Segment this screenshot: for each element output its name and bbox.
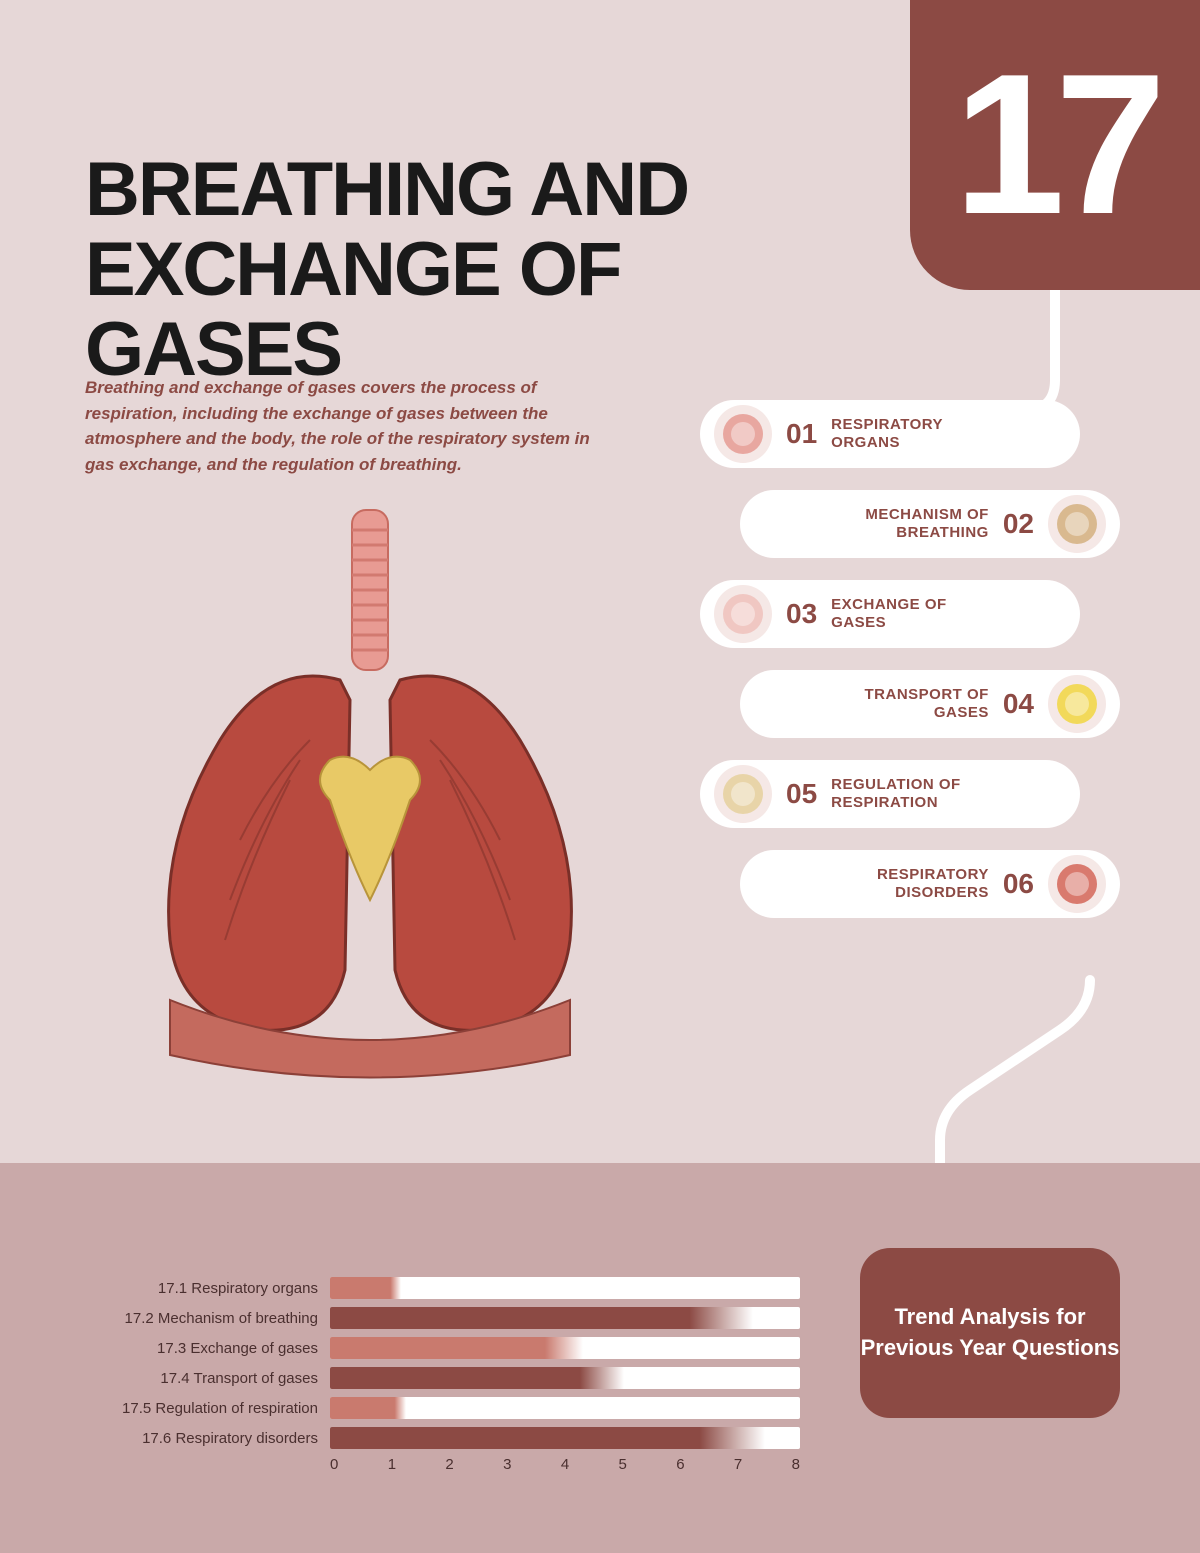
- topic-icon: [714, 765, 772, 823]
- topic-row: 02 MECHANISM OFBREATHING: [740, 490, 1120, 558]
- trend-chart: 17.1 Respiratory organs 17.2 Mechanism of…: [80, 1274, 800, 1473]
- chart-row: 17.4 Transport of gases: [80, 1364, 800, 1392]
- topic-label: EXCHANGE OFGASES: [831, 596, 947, 632]
- topic-number: 03: [786, 598, 817, 630]
- chart-tick: 5: [619, 1456, 627, 1473]
- chapter-number: 17: [954, 30, 1156, 260]
- chart-tick: 8: [792, 1456, 800, 1473]
- intro-text: Breathing and exchange of gases covers t…: [85, 375, 605, 477]
- topic-row: 06 RESPIRATORYDISORDERS: [740, 850, 1120, 918]
- chapter-badge: 17: [910, 0, 1200, 290]
- chart-row-label: 17.1 Respiratory organs: [80, 1280, 330, 1297]
- topic-label: TRANSPORT OFGASES: [865, 686, 989, 722]
- topic-row: 05 REGULATION OFRESPIRATION: [700, 760, 1080, 828]
- chart-row: 17.3 Exchange of gases: [80, 1334, 800, 1362]
- trend-analysis-label: Trend Analysis for Previous Year Questio…: [860, 1302, 1120, 1364]
- chart-row-label: 17.5 Regulation of respiration: [80, 1400, 330, 1417]
- topic-number: 06: [1003, 868, 1034, 900]
- topic-icon: [1048, 495, 1106, 553]
- topic-number: 01: [786, 418, 817, 450]
- chart-tick: 4: [561, 1456, 569, 1473]
- topic-row: 03 EXCHANGE OFGASES: [700, 580, 1080, 648]
- chart-x-axis: 0 1 2 3 4 5 6 7 8: [330, 1456, 800, 1473]
- topic-icon: [714, 405, 772, 463]
- topic-icon: [714, 585, 772, 643]
- chart-row: 17.6 Respiratory disorders: [80, 1424, 800, 1452]
- topic-number: 02: [1003, 508, 1034, 540]
- topic-label: RESPIRATORYDISORDERS: [877, 866, 989, 902]
- topic-row: 01 RESPIRATORYORGANS: [700, 400, 1080, 468]
- topic-number: 05: [786, 778, 817, 810]
- chart-row: 17.1 Respiratory organs: [80, 1274, 800, 1302]
- topic-label: MECHANISM OFBREATHING: [865, 506, 989, 542]
- chart-bar-track: [330, 1307, 800, 1329]
- chart-tick: 7: [734, 1456, 742, 1473]
- chart-tick: 2: [445, 1456, 453, 1473]
- trend-analysis-box: Trend Analysis for Previous Year Questio…: [860, 1248, 1120, 1418]
- topics-list: 01 RESPIRATORYORGANS 02 MECHANISM OFBREATHI…: [700, 400, 1120, 940]
- topic-icon: [1048, 855, 1106, 913]
- topic-icon: [1048, 675, 1106, 733]
- page-title: BREATHING AND EXCHANGE OF GASES: [85, 150, 845, 389]
- topic-label: REGULATION OFRESPIRATION: [831, 776, 961, 812]
- chart-bar-fill: [330, 1277, 401, 1299]
- topic-label: RESPIRATORYORGANS: [831, 416, 943, 452]
- chart-bar-track: [330, 1367, 800, 1389]
- chart-tick: 1: [388, 1456, 396, 1473]
- chart-tick: 3: [503, 1456, 511, 1473]
- chart-bar-fill: [330, 1427, 765, 1449]
- chart-bar-fill: [330, 1397, 406, 1419]
- chart-row-label: 17.3 Exchange of gases: [80, 1340, 330, 1357]
- chart-row-label: 17.6 Respiratory disorders: [80, 1430, 330, 1447]
- chart-tick: 0: [330, 1456, 338, 1473]
- chart-row: 17.2 Mechanism of breathing: [80, 1304, 800, 1332]
- chart-bar-track: [330, 1397, 800, 1419]
- chart-row: 17.5 Regulation of respiration: [80, 1394, 800, 1422]
- lungs-illustration: [130, 500, 610, 1080]
- chart-bar-track: [330, 1277, 800, 1299]
- chart-bar-fill: [330, 1337, 583, 1359]
- chart-bar-fill: [330, 1307, 753, 1329]
- chart-row-label: 17.4 Transport of gases: [80, 1370, 330, 1387]
- topic-number: 04: [1003, 688, 1034, 720]
- chart-row-label: 17.2 Mechanism of breathing: [80, 1310, 330, 1327]
- chart-bar-track: [330, 1337, 800, 1359]
- chart-bar-track: [330, 1427, 800, 1449]
- chart-tick: 6: [676, 1456, 684, 1473]
- chart-bar-fill: [330, 1367, 624, 1389]
- topic-row: 04 TRANSPORT OFGASES: [740, 670, 1120, 738]
